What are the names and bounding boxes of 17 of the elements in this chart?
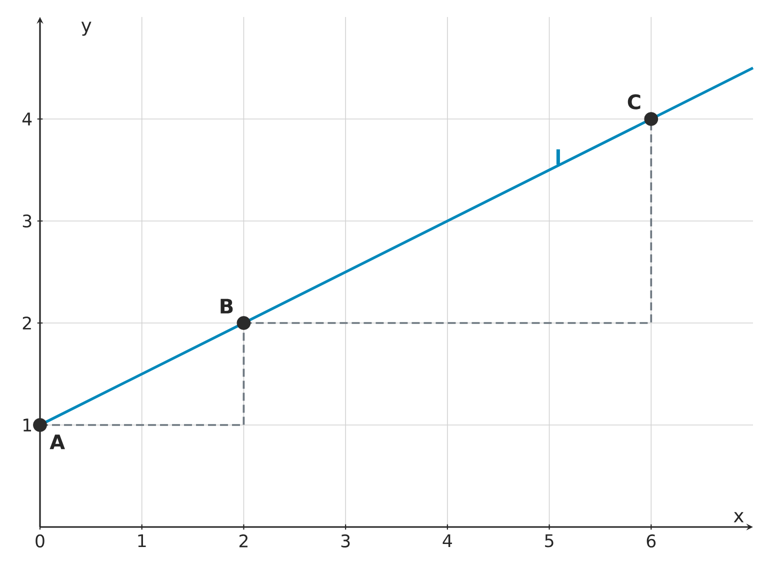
x-tick-label: 3 — [341, 534, 350, 548]
x-tick-label: 4 — [442, 534, 452, 548]
x-tick-label: 5 — [545, 534, 554, 548]
x-tick-label: 1 — [138, 534, 146, 548]
x-axis-title: x — [734, 512, 744, 522]
annotation: C — [628, 94, 640, 110]
y-tick-label: 1 — [24, 418, 32, 432]
series-label: l — [556, 149, 560, 165]
y-axis-title: y — [81, 22, 92, 36]
y-tick-label: 2 — [22, 316, 31, 330]
y-tick-label: 3 — [22, 214, 32, 228]
x-tick-label: 0 — [36, 534, 44, 548]
annotation: A — [50, 434, 65, 450]
x-tick-label: 2 — [239, 534, 248, 548]
annotation: B — [220, 298, 233, 314]
y-tick-label: 4 — [22, 112, 32, 126]
x-tick-label: 6 — [646, 534, 656, 548]
